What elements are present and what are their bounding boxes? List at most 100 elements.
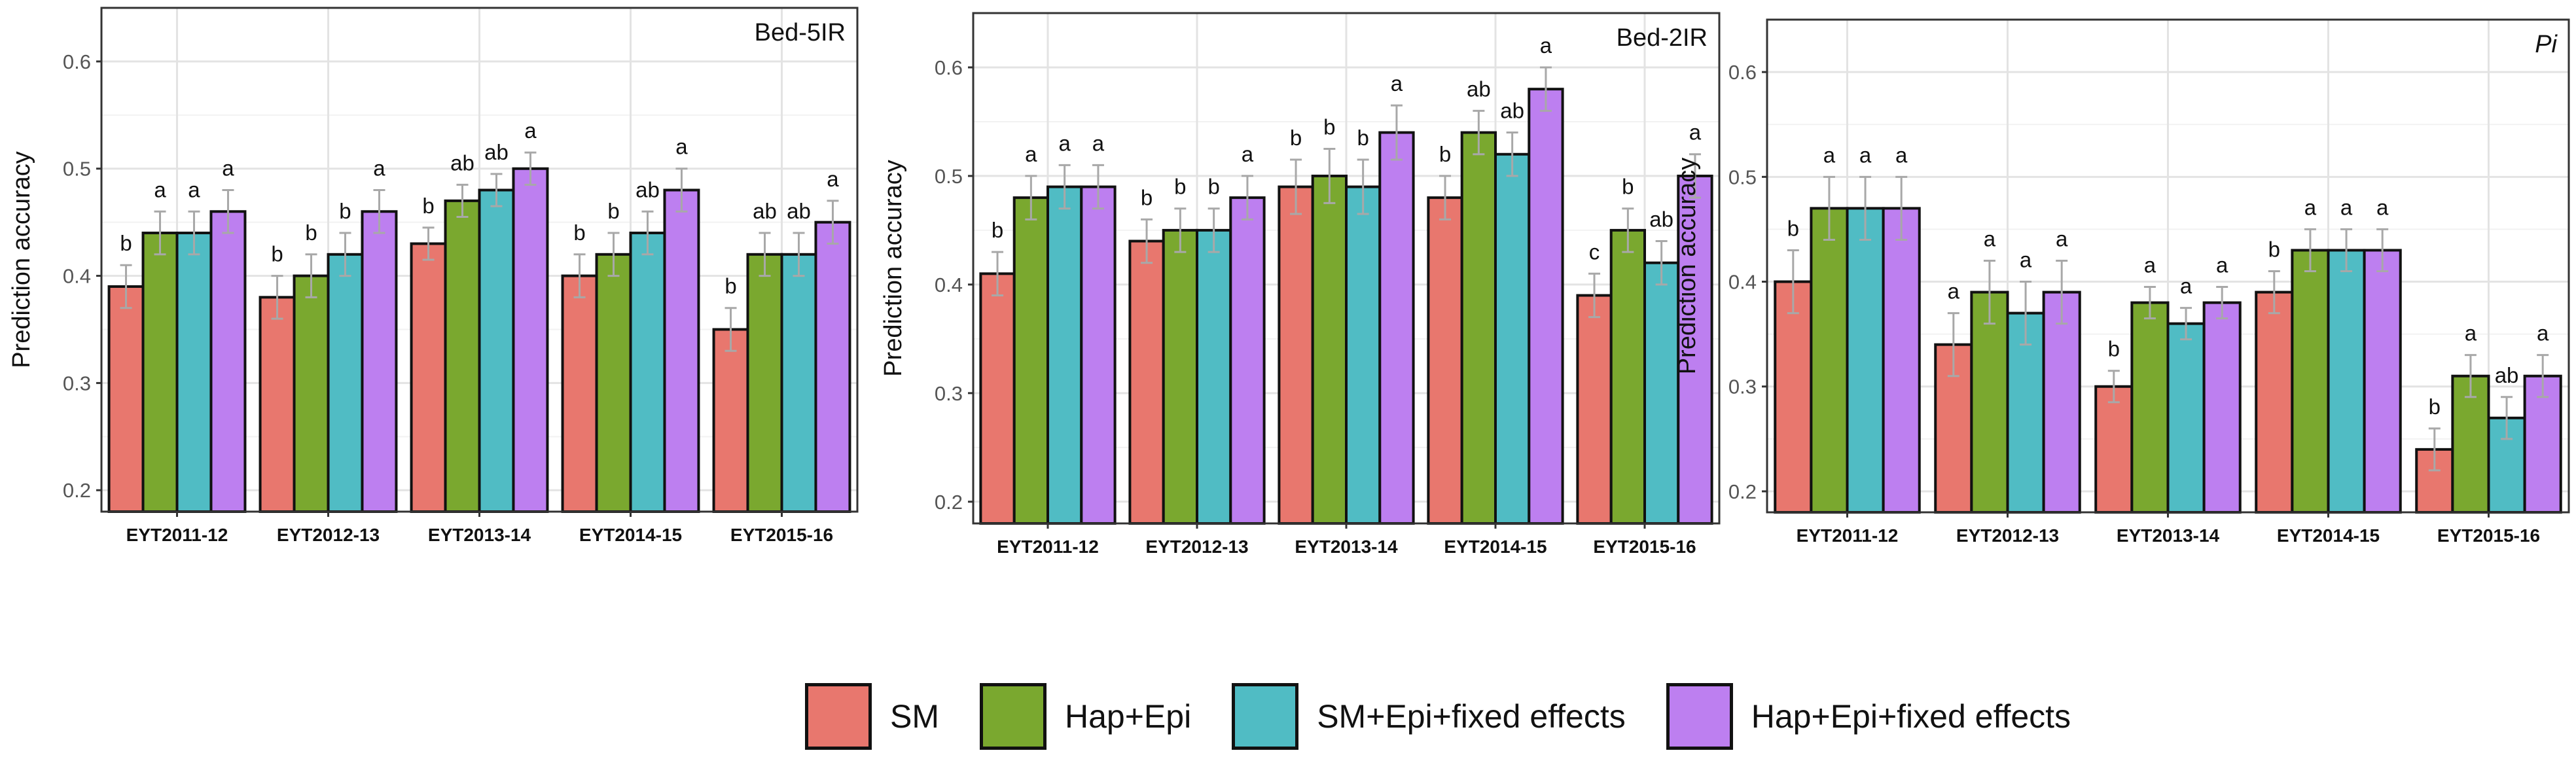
significance-letter: a — [1391, 71, 1403, 96]
bar-2-4 — [1460, 131, 1497, 525]
y-tick-label: 0.5 — [1728, 166, 1757, 188]
significance-letter: a — [2020, 248, 2032, 272]
bar-3-2 — [1196, 228, 1232, 525]
y-tick-label: 0.2 — [63, 479, 91, 502]
bar-3-2 — [2006, 311, 2045, 514]
plot-border — [100, 7, 859, 513]
bar-1-3 — [2094, 385, 2134, 514]
panel-title: Bed-2IR — [1617, 24, 1708, 52]
legend-swatch-hap-epi-fixed — [1666, 683, 1733, 750]
significance-letter: b — [1208, 175, 1219, 199]
y-tick-label: 0.6 — [1728, 61, 1757, 84]
y-axis-label: Prediction accuracy — [1673, 158, 1701, 375]
significance-letter: a — [2376, 195, 2389, 219]
bar-1-2 — [259, 296, 296, 513]
significance-letter: a — [2340, 195, 2353, 219]
bar-2-3 — [2130, 301, 2170, 514]
panel-title: Pi — [2535, 31, 2558, 58]
significance-letter: b — [1323, 114, 1335, 139]
bar-1-5 — [1576, 294, 1613, 525]
bar-4-4 — [663, 188, 700, 513]
bar-4-4 — [1528, 88, 1564, 525]
bar-3-3 — [478, 188, 515, 513]
bar-3-4 — [2327, 249, 2366, 514]
significance-letter: b — [573, 220, 585, 245]
significance-letter: b — [1141, 185, 1153, 209]
bar-3-1 — [175, 232, 213, 513]
significance-letter: ab — [787, 199, 811, 223]
significance-letter: a — [675, 135, 688, 159]
significance-letter: ab — [635, 177, 660, 202]
bar-2-4 — [2291, 249, 2330, 514]
bar-1-2 — [1128, 239, 1165, 525]
significance-letter: b — [1290, 126, 1302, 150]
bar-4-1 — [209, 210, 247, 513]
x-tick-label: EYT2015-16 — [730, 525, 833, 545]
significance-letter: b — [305, 220, 317, 245]
significance-letter: a — [1948, 279, 1960, 304]
bar-4-2 — [1229, 196, 1266, 525]
bar-2-3 — [1311, 174, 1348, 525]
bar-1-4 — [1427, 196, 1463, 525]
bar-2-4 — [595, 253, 632, 513]
legend-label-hap-epi-fixed: Hap+Epi+fixed effects — [1751, 698, 2071, 735]
bar-2-2 — [293, 274, 330, 513]
significance-letter: a — [2144, 253, 2156, 277]
x-tick-label: EYT2014-15 — [1444, 537, 1547, 557]
legend-label-hap-epi: Hap+Epi — [1065, 698, 1192, 735]
significance-letter: a — [2465, 321, 2477, 345]
y-tick-label: 0.3 — [1728, 376, 1757, 398]
significance-letter: b — [1357, 126, 1368, 150]
bar-2-2 — [1970, 290, 2009, 514]
significance-letter: a — [827, 167, 839, 191]
bar-3-4 — [629, 232, 666, 513]
x-tick-label: EYT2013-14 — [2117, 525, 2220, 546]
chart-panel-3: ba a aEYT2011-12aaaaEYT2012-13baaaEYT2013-… — [1673, 18, 2570, 546]
legend-item-hap-epi: Hap+Epi — [980, 683, 1191, 750]
bar-2-2 — [1162, 228, 1198, 525]
significance-letter: b — [724, 274, 736, 298]
bar-4-3 — [512, 167, 549, 513]
x-tick-label: EYT2015-16 — [2437, 525, 2540, 546]
bar-1-3 — [1278, 185, 1314, 525]
y-tick-label: 0.2 — [1728, 480, 1757, 503]
legend-label-sm: SM — [890, 698, 939, 735]
x-tick-label: EYT2011-12 — [1797, 525, 1899, 546]
significance-letter: b — [1439, 142, 1451, 166]
significance-letter: a — [1092, 131, 1105, 155]
significance-letter: b — [1174, 175, 1186, 199]
significance-letter: ab — [1500, 99, 1524, 123]
significance-letter: b — [422, 194, 434, 218]
bar-4-1 — [1080, 185, 1117, 525]
bar-3-5 — [780, 253, 817, 513]
bar-3-4 — [1494, 152, 1531, 525]
legend: SM Hap+Epi SM+Epi+fixed effects Hap+Epi+… — [805, 680, 2576, 752]
bar-3-1 — [1846, 207, 1885, 514]
legend-item-sm: SM — [805, 683, 939, 750]
bar-4-3 — [1378, 131, 1415, 525]
bar-2-5 — [746, 253, 783, 513]
significance-letter: b — [1787, 216, 1799, 240]
bar-2-5 — [1609, 228, 1646, 525]
significance-letter: a — [2304, 195, 2317, 219]
bar-4-2 — [2042, 290, 2081, 514]
x-tick-label: EYT2012-13 — [277, 525, 380, 545]
bar-2-3 — [444, 199, 481, 513]
panel-title: Bed-5IR — [755, 19, 846, 46]
legend-swatch-sm — [805, 683, 872, 750]
bar-2-1 — [1810, 207, 1849, 514]
bar-1-1 — [1774, 280, 1813, 514]
y-tick-label: 0.6 — [63, 50, 91, 73]
x-tick-label: EYT2014-15 — [2277, 525, 2380, 546]
significance-letter: a — [1242, 142, 1254, 166]
y-tick-label: 0.6 — [935, 56, 963, 79]
y-axis-label: Prediction accuracy — [8, 151, 35, 368]
significance-letter: a — [1025, 142, 1037, 166]
significance-letter: a — [2180, 274, 2192, 298]
bar-3-1 — [1046, 185, 1083, 525]
significance-letter: ab — [1467, 77, 1491, 101]
significance-letter: ab — [1649, 207, 1673, 232]
significance-letter: b — [607, 199, 619, 223]
significance-letter: ab — [450, 150, 474, 175]
